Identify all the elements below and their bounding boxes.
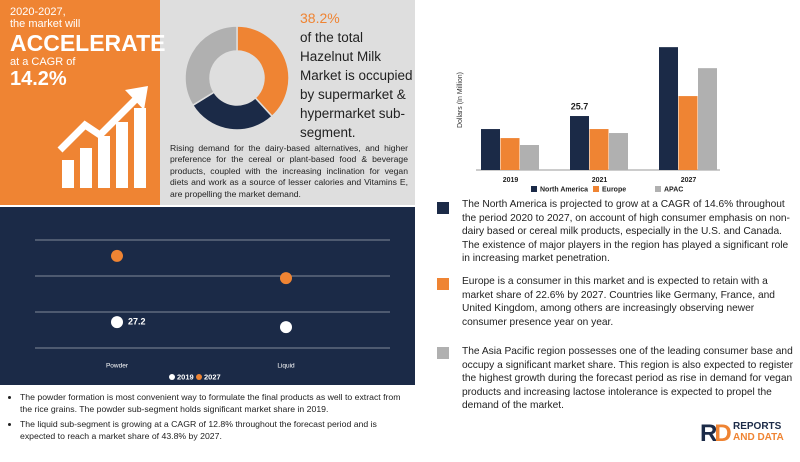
- bar: [678, 96, 698, 170]
- headline-line: at a CAGR of: [10, 56, 76, 68]
- headline-line: 2020-2027,: [10, 6, 66, 18]
- logo-r: R: [700, 420, 717, 447]
- logo-line: REPORTS: [733, 421, 782, 432]
- region-text: The North America is projected to grow a…: [462, 199, 790, 265]
- value-label: 25.7: [571, 101, 589, 111]
- x-tick-label: 2027: [681, 177, 697, 184]
- region-text: The Asia Pacific region possesses one of…: [462, 346, 794, 412]
- logo-mark: RD: [700, 420, 732, 448]
- legend-label: 2019: [177, 372, 194, 381]
- dot: [280, 272, 292, 285]
- legend-label: Europe: [602, 186, 626, 193]
- logo-line: AND DATA: [733, 432, 784, 443]
- legend-label: APAC: [664, 186, 683, 193]
- donut-caption: of the total Hazelnut Milk Market is occ…: [300, 30, 413, 140]
- bar: [520, 145, 539, 170]
- headline: 2020-2027, the market will ACCELERATE at…: [10, 6, 165, 91]
- legend-swatch: [593, 186, 599, 192]
- donut-slice: [191, 91, 274, 131]
- y-axis-label: Dollars (In Million): [457, 72, 464, 128]
- donut-share: 38.2%: [300, 10, 340, 26]
- bar: [659, 47, 678, 170]
- summary: Rising demand for the dairy-based altern…: [170, 143, 408, 199]
- form-bullets: The powder formation is most convenient …: [6, 392, 408, 446]
- bullet: The liquid sub-segment is growing at a C…: [20, 419, 408, 442]
- bar: [570, 116, 589, 170]
- headline-word: ACCELERATE: [10, 30, 166, 56]
- bullet: The powder formation is most convenient …: [20, 392, 408, 415]
- apac-marker: [437, 347, 449, 359]
- region-text: Europe is a consumer in this market and …: [462, 276, 775, 328]
- bar: [500, 138, 520, 170]
- bar: [609, 133, 628, 170]
- legend-label: North America: [540, 186, 588, 193]
- navy-panel: [0, 207, 415, 385]
- x-tick-label: Powder: [106, 363, 129, 370]
- logo-text: REPORTS AND DATA: [733, 421, 784, 443]
- value-label: 27.2: [128, 316, 146, 326]
- dot: [280, 321, 292, 334]
- bar: [481, 129, 500, 170]
- donut-slice: [236, 25, 290, 118]
- logo-d: D: [714, 420, 731, 447]
- north-america-marker: [437, 202, 449, 214]
- x-tick-label: 2021: [592, 177, 608, 184]
- dot: [111, 316, 123, 329]
- bar: [589, 129, 609, 170]
- legend-swatch: [655, 186, 661, 192]
- legend-dot: [169, 374, 175, 380]
- headline-rate: 14.2%: [10, 68, 67, 90]
- x-tick-label: 2019: [503, 177, 519, 184]
- legend-dot: [196, 374, 202, 380]
- legend-swatch: [531, 186, 537, 192]
- donut-slice: [184, 25, 238, 107]
- europe-marker: [437, 278, 449, 290]
- dot: [111, 249, 123, 262]
- bar: [698, 68, 717, 170]
- x-tick-label: Liquid: [277, 363, 295, 370]
- headline-line: the market will: [10, 18, 81, 30]
- legend-label: 2027: [204, 372, 221, 381]
- growth-icon: [57, 86, 148, 188]
